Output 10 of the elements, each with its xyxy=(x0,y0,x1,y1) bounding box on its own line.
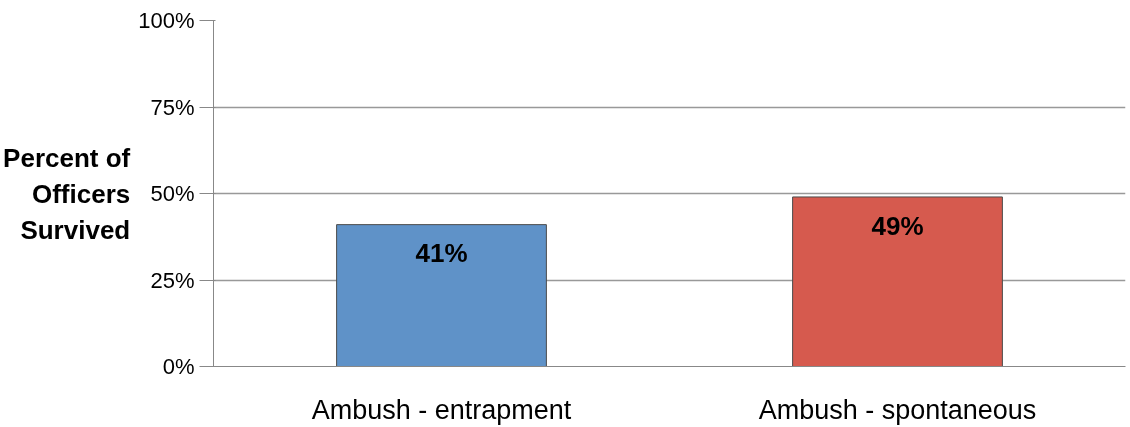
y-tick-label: 100% xyxy=(138,8,195,33)
x-tick-label: Ambush - spontaneous xyxy=(758,394,1037,425)
y-tick-label: 0% xyxy=(162,354,195,379)
y-tick-label: 25% xyxy=(150,267,195,293)
data-label: 49% xyxy=(871,210,924,241)
y-tick-label: 50% xyxy=(150,181,195,206)
y-tick-label: 75% xyxy=(150,94,195,120)
y-axis-title: Percent of Officers Survived xyxy=(3,142,131,245)
x-tick-label: Ambush - entrapment xyxy=(311,394,572,425)
data-label: 41% xyxy=(415,238,468,269)
